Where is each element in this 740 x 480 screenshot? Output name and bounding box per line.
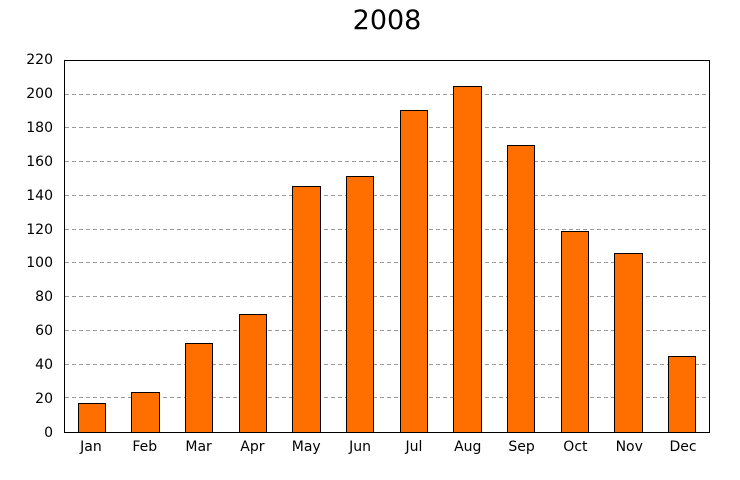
x-tick-label-jun: Jun [349, 439, 372, 455]
gridline-20 [65, 397, 709, 399]
x-tick-label-feb: Feb [132, 439, 158, 455]
bar-sep [506, 145, 536, 432]
y-tick-label-60: 60 [35, 323, 53, 340]
gridline-60 [65, 329, 709, 331]
x-tick-label-aug: Aug [454, 439, 482, 455]
gridline-120 [65, 228, 709, 230]
x-tick-label-nov: Nov [615, 439, 643, 455]
x-axis-tick-labels: Jan Feb Mar Apr May Jun Jul Aug Sep Oct Nov Dec [64, 438, 710, 458]
chart-title: 2008 [352, 5, 422, 36]
x-tick-label-jul: Jul [405, 439, 423, 455]
gridline-80 [65, 296, 709, 298]
y-axis-tick-labels: 0 20 40 60 80 100 120 140 160 180 200 220 [0, 52, 53, 441]
gridline-180 [65, 127, 709, 129]
y-tick-label-200: 200 [26, 85, 53, 102]
y-tick-label-80: 80 [35, 289, 53, 306]
bar-feb [131, 391, 160, 432]
gridline-200 [65, 93, 709, 95]
x-tick-label-jan: Jan [80, 439, 102, 455]
y-tick-label-100: 100 [26, 255, 53, 272]
y-tick-label-160: 160 [26, 153, 53, 170]
bar-jan [77, 403, 107, 432]
bar-may [292, 185, 321, 432]
bar-jun [345, 175, 375, 432]
gridline-140 [65, 194, 709, 196]
x-tick-label-dec: Dec [669, 439, 697, 455]
y-tick-label-140: 140 [26, 187, 53, 204]
bar-mar [184, 342, 214, 432]
bar-dec [667, 356, 697, 432]
x-tick-label-sep: Sep [508, 439, 535, 455]
y-tick-label-0: 0 [44, 425, 53, 441]
bar-apr [238, 313, 268, 432]
gridline-40 [65, 363, 709, 365]
bar-oct [560, 231, 590, 432]
y-tick-label-180: 180 [26, 119, 53, 136]
y-tick-label-220: 220 [26, 52, 53, 68]
gridline-100 [65, 262, 709, 264]
y-tick-label-20: 20 [35, 391, 53, 408]
x-tick-label-oct: Oct [563, 439, 588, 455]
bar-aug [453, 86, 482, 432]
x-tick-label-apr: Apr [240, 439, 265, 455]
x-tick-label-may: May [291, 439, 321, 455]
y-tick-label-120: 120 [26, 221, 53, 238]
plot-area [64, 60, 710, 433]
y-tick-label-40: 40 [35, 357, 53, 374]
bar-jul [399, 109, 429, 432]
x-tick-label-mar: Mar [185, 439, 212, 455]
gridline-160 [65, 161, 709, 163]
bar-nov [614, 253, 643, 432]
